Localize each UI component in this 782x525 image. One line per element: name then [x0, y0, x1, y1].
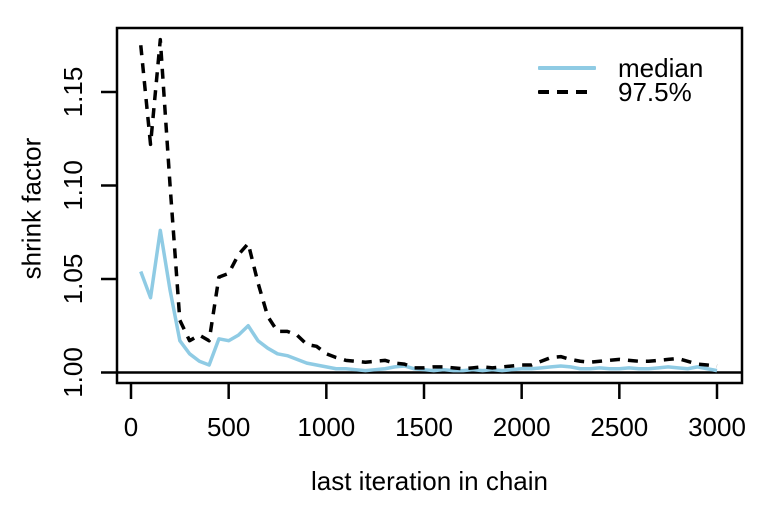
legend-item-median: median — [538, 53, 704, 83]
y-axis-tick-label: 1.05 — [58, 254, 88, 305]
median-line-swatch-icon — [538, 66, 596, 70]
x-axis-title: last iteration in chain — [310, 466, 549, 496]
y-axis-title: shrink factor — [16, 137, 47, 280]
legend-item-97-5: 97.5% — [538, 77, 703, 107]
x-axis-tick-label: 2000 — [493, 412, 551, 442]
x-axis-tick-label: 2500 — [590, 412, 648, 442]
dashed-line-swatch-icon — [538, 90, 592, 94]
x-axis-tick-label: 1500 — [395, 412, 453, 442]
legend-label-97-5: 97.5% — [618, 77, 692, 107]
plot-box — [115, 26, 744, 385]
legend: median 97.5% — [538, 53, 704, 107]
x-axis-tick-label: 3000 — [688, 412, 746, 442]
y-axis-tick-label: 1.00 — [58, 347, 88, 398]
x-axis-tick-label: 1000 — [297, 412, 355, 442]
x-axis-tick-label: 0 — [124, 412, 138, 442]
x-axis-tick-label: 500 — [207, 412, 250, 442]
y-axis-tick-label: 1.10 — [58, 160, 88, 211]
legend-label-median: median — [618, 53, 704, 83]
median-line — [139, 228, 718, 373]
y-axis-tick-label: 1.15 — [58, 67, 88, 118]
